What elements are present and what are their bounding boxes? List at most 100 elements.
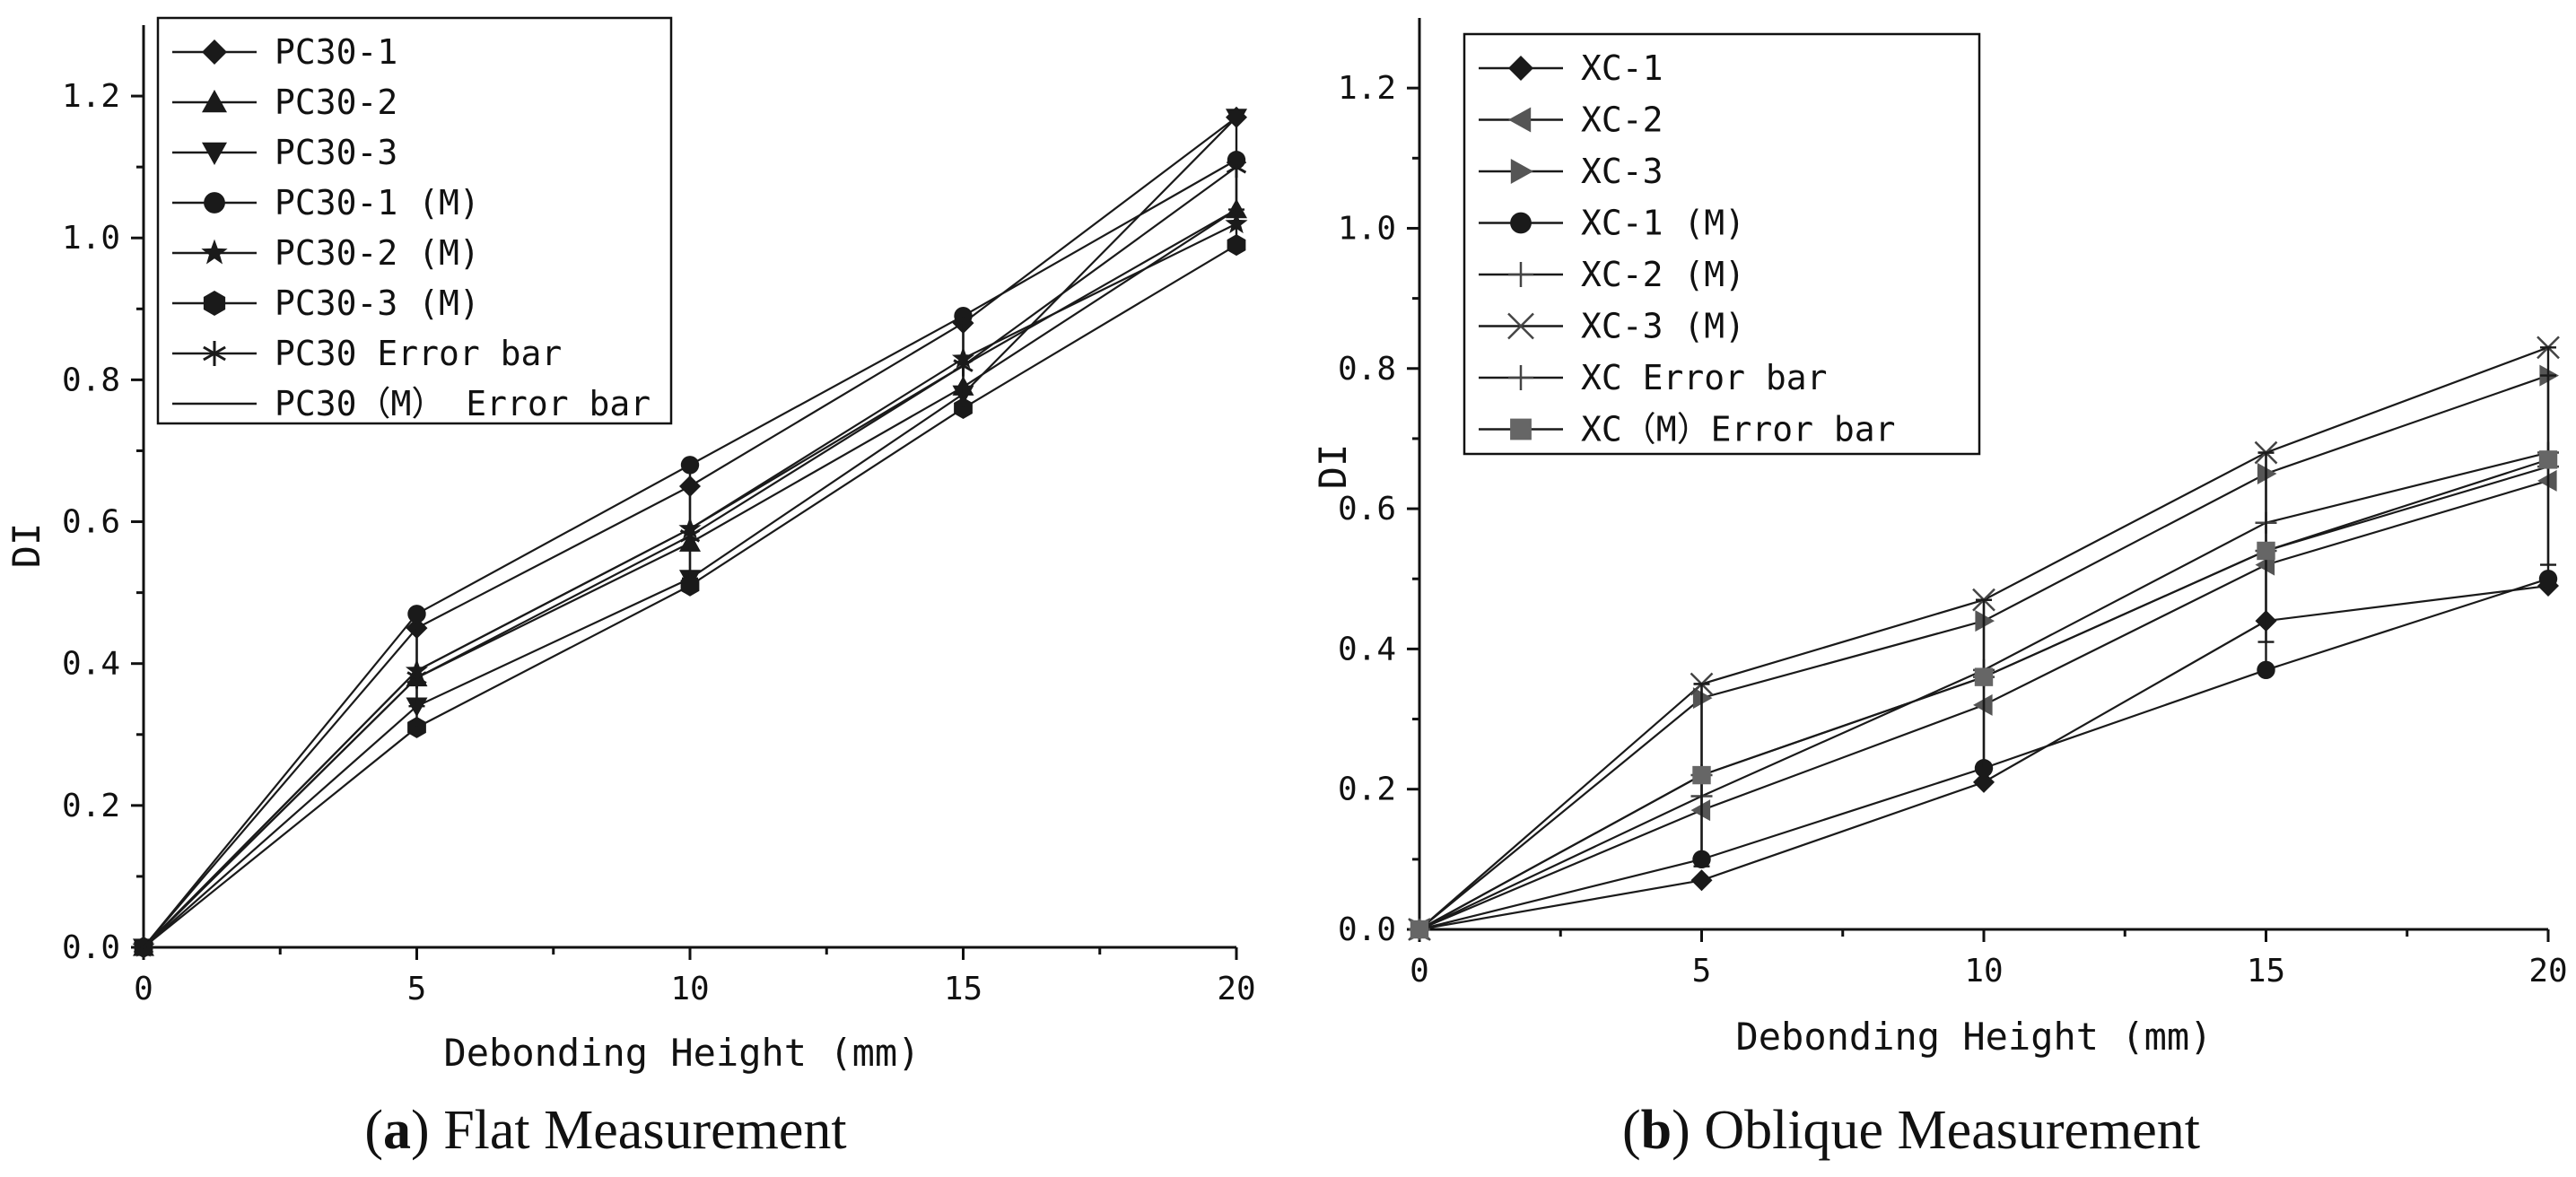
legend-marker [202, 39, 227, 65]
data-point [1692, 765, 1711, 785]
legend-item: PC30-2 [172, 83, 397, 122]
x-tick-label-a: 10 [670, 971, 709, 1007]
legend-marker [1510, 418, 1532, 440]
data-point [1410, 920, 1429, 939]
legend-label: XC-3 (M) [1581, 307, 1745, 346]
legend-label: PC30-1 (M) [275, 183, 480, 222]
legend-label: PC30 Error bar [275, 334, 562, 373]
legend-marker [1510, 212, 1532, 234]
series-pc30-m-error-bar [143, 159, 1244, 948]
error-bar [2257, 451, 2275, 672]
y-axis-label-b: DI [1311, 444, 1355, 490]
x-axis-label-b: Debonding Height (mm) [1735, 1015, 2212, 1059]
legend-item: PC30-3 (M) [172, 283, 480, 323]
error-bar [682, 464, 698, 587]
series-xc-m-error-bar [1410, 346, 2558, 939]
caption-text-a: Flat Measurement [443, 1100, 846, 1161]
data-point [1690, 869, 1713, 892]
legend-label: XC-2 (M) [1581, 255, 1745, 294]
x-tick-label-a: 20 [1217, 971, 1255, 1007]
legend-label: XC-2 [1581, 100, 1663, 140]
legend-marker [1508, 107, 1532, 133]
legend-label: PC30-3 [275, 133, 397, 172]
legend-label: PC30-2 [275, 83, 397, 122]
legend-marker [201, 239, 228, 265]
legend-b: XC-1 XC-2 XC-3 XC-1 (M) XC-2 (M) XC-3 (M) XC E… [1463, 32, 1981, 456]
y-tick-label-b: 0.2 [1338, 772, 1396, 808]
legend-box-a [156, 16, 673, 425]
legend-item: XC-1 (M) [1479, 204, 1745, 243]
x-tick-label-b: 20 [2528, 953, 2567, 990]
x-tick-label-a: 15 [944, 971, 982, 1007]
data-point [1973, 771, 1995, 793]
y-tick-label-b: 1.0 [1338, 210, 1396, 247]
legend-marker [203, 291, 226, 316]
legend-label: PC30（M） Error bar [275, 384, 651, 423]
legend-marker [1508, 56, 1533, 81]
legend-item: PC30-1 [172, 32, 397, 72]
legend-a: PC30-1 PC30-2 PC30-3 PC30-1 (M) PC30-2 (M) PC… [156, 16, 673, 425]
x-tick-label-a: 0 [134, 971, 153, 1007]
data-point [1974, 667, 1994, 686]
legend-item: XC-2 [1479, 100, 1663, 140]
legend-item: PC30 Error bar [172, 334, 562, 373]
y-tick-label-b: 1.2 [1338, 70, 1396, 107]
data-point [2257, 541, 2275, 561]
legend-item: XC-1 [1479, 48, 1663, 88]
caption-letter-a: a [383, 1100, 411, 1161]
data-point [2538, 450, 2558, 469]
plot-area-a: 0.0 0.2 0.4 0.6 0.8 1.0 1.2 0 5 10 15 20 [62, 25, 1256, 1007]
x-tick-label-a: 5 [407, 971, 427, 1007]
legend-item: XC-3 [1479, 152, 1663, 191]
legend-label: XC Error bar [1581, 358, 1828, 397]
caption-text-b: Oblique Measurement [1704, 1100, 2200, 1161]
x-tick-label-b: 10 [1964, 953, 2003, 990]
y-tick-label-a: 0.8 [62, 362, 120, 398]
y-tick-label-a: 1.2 [62, 78, 120, 115]
legend-item: XC（M）Error bar [1479, 410, 1896, 449]
legend-item: XC-3 (M) [1479, 307, 1745, 346]
caption-a: (a) Flat Measurement [364, 1100, 846, 1161]
legend-marker [203, 341, 226, 366]
legend-label: XC-1 [1581, 48, 1663, 88]
y-tick-label-b: 0.0 [1338, 911, 1396, 948]
y-tick-label-b: 0.4 [1338, 631, 1396, 667]
y-tick-label-b: 0.8 [1338, 351, 1396, 388]
legend-item: PC30-3 [172, 133, 397, 172]
panel-a: 0.00.20.40.60.81.01.20 5 10 15 20 PC30-1PC30… [4, 16, 1256, 1161]
legend-marker [204, 192, 225, 214]
x-tick-label-b: 15 [2247, 953, 2285, 990]
legend-label: PC30-3 (M) [275, 283, 480, 323]
legend-item: PC30（M） Error bar [172, 384, 651, 423]
caption-letter-b: b [1641, 1100, 1672, 1161]
y-tick-label-a: 0.4 [62, 646, 120, 683]
error-bar [955, 315, 972, 410]
legend-label: XC-1 (M) [1581, 204, 1745, 243]
legend-marker [1508, 262, 1533, 287]
error-bar [1228, 159, 1244, 247]
panel-b: 0.00.20.40.60.81.01.20 5 10 15 20 XC-1XC-2XC… [1311, 18, 2568, 1161]
legend-item: PC30-1 (M) [172, 183, 480, 222]
y-tick-label-a: 0.2 [62, 788, 120, 824]
legend-marker [1508, 365, 1533, 390]
legend-label: XC-3 [1581, 152, 1663, 191]
x-axis-label-a: Debonding Height (mm) [443, 1031, 920, 1075]
legend-marker [202, 90, 227, 113]
y-tick-label-a: 0.0 [62, 929, 120, 966]
plot-area-b: 0.0 0.2 0.4 0.6 0.8 1.0 1.2 0 5 10 15 20 [1338, 18, 2568, 990]
error-bar [408, 613, 425, 729]
caption-b: (b) Oblique Measurement [1622, 1100, 2200, 1161]
y-tick-label-b: 0.6 [1338, 491, 1396, 527]
legend-marker [1510, 159, 1533, 184]
legend-label: XC（M）Error bar [1581, 410, 1896, 449]
x-tick-label-b: 0 [1410, 953, 1429, 990]
legend-box-b [1463, 32, 1981, 456]
y-tick-label-a: 1.0 [62, 220, 120, 257]
y-axis-label-a: DI [4, 523, 48, 569]
legend-label: PC30-2 (M) [275, 233, 480, 273]
y-tick-label-a: 0.6 [62, 504, 120, 541]
legend-item: XC Error bar [1479, 358, 1828, 397]
legend-marker [202, 142, 227, 165]
legend-label: PC30-1 [275, 32, 397, 72]
